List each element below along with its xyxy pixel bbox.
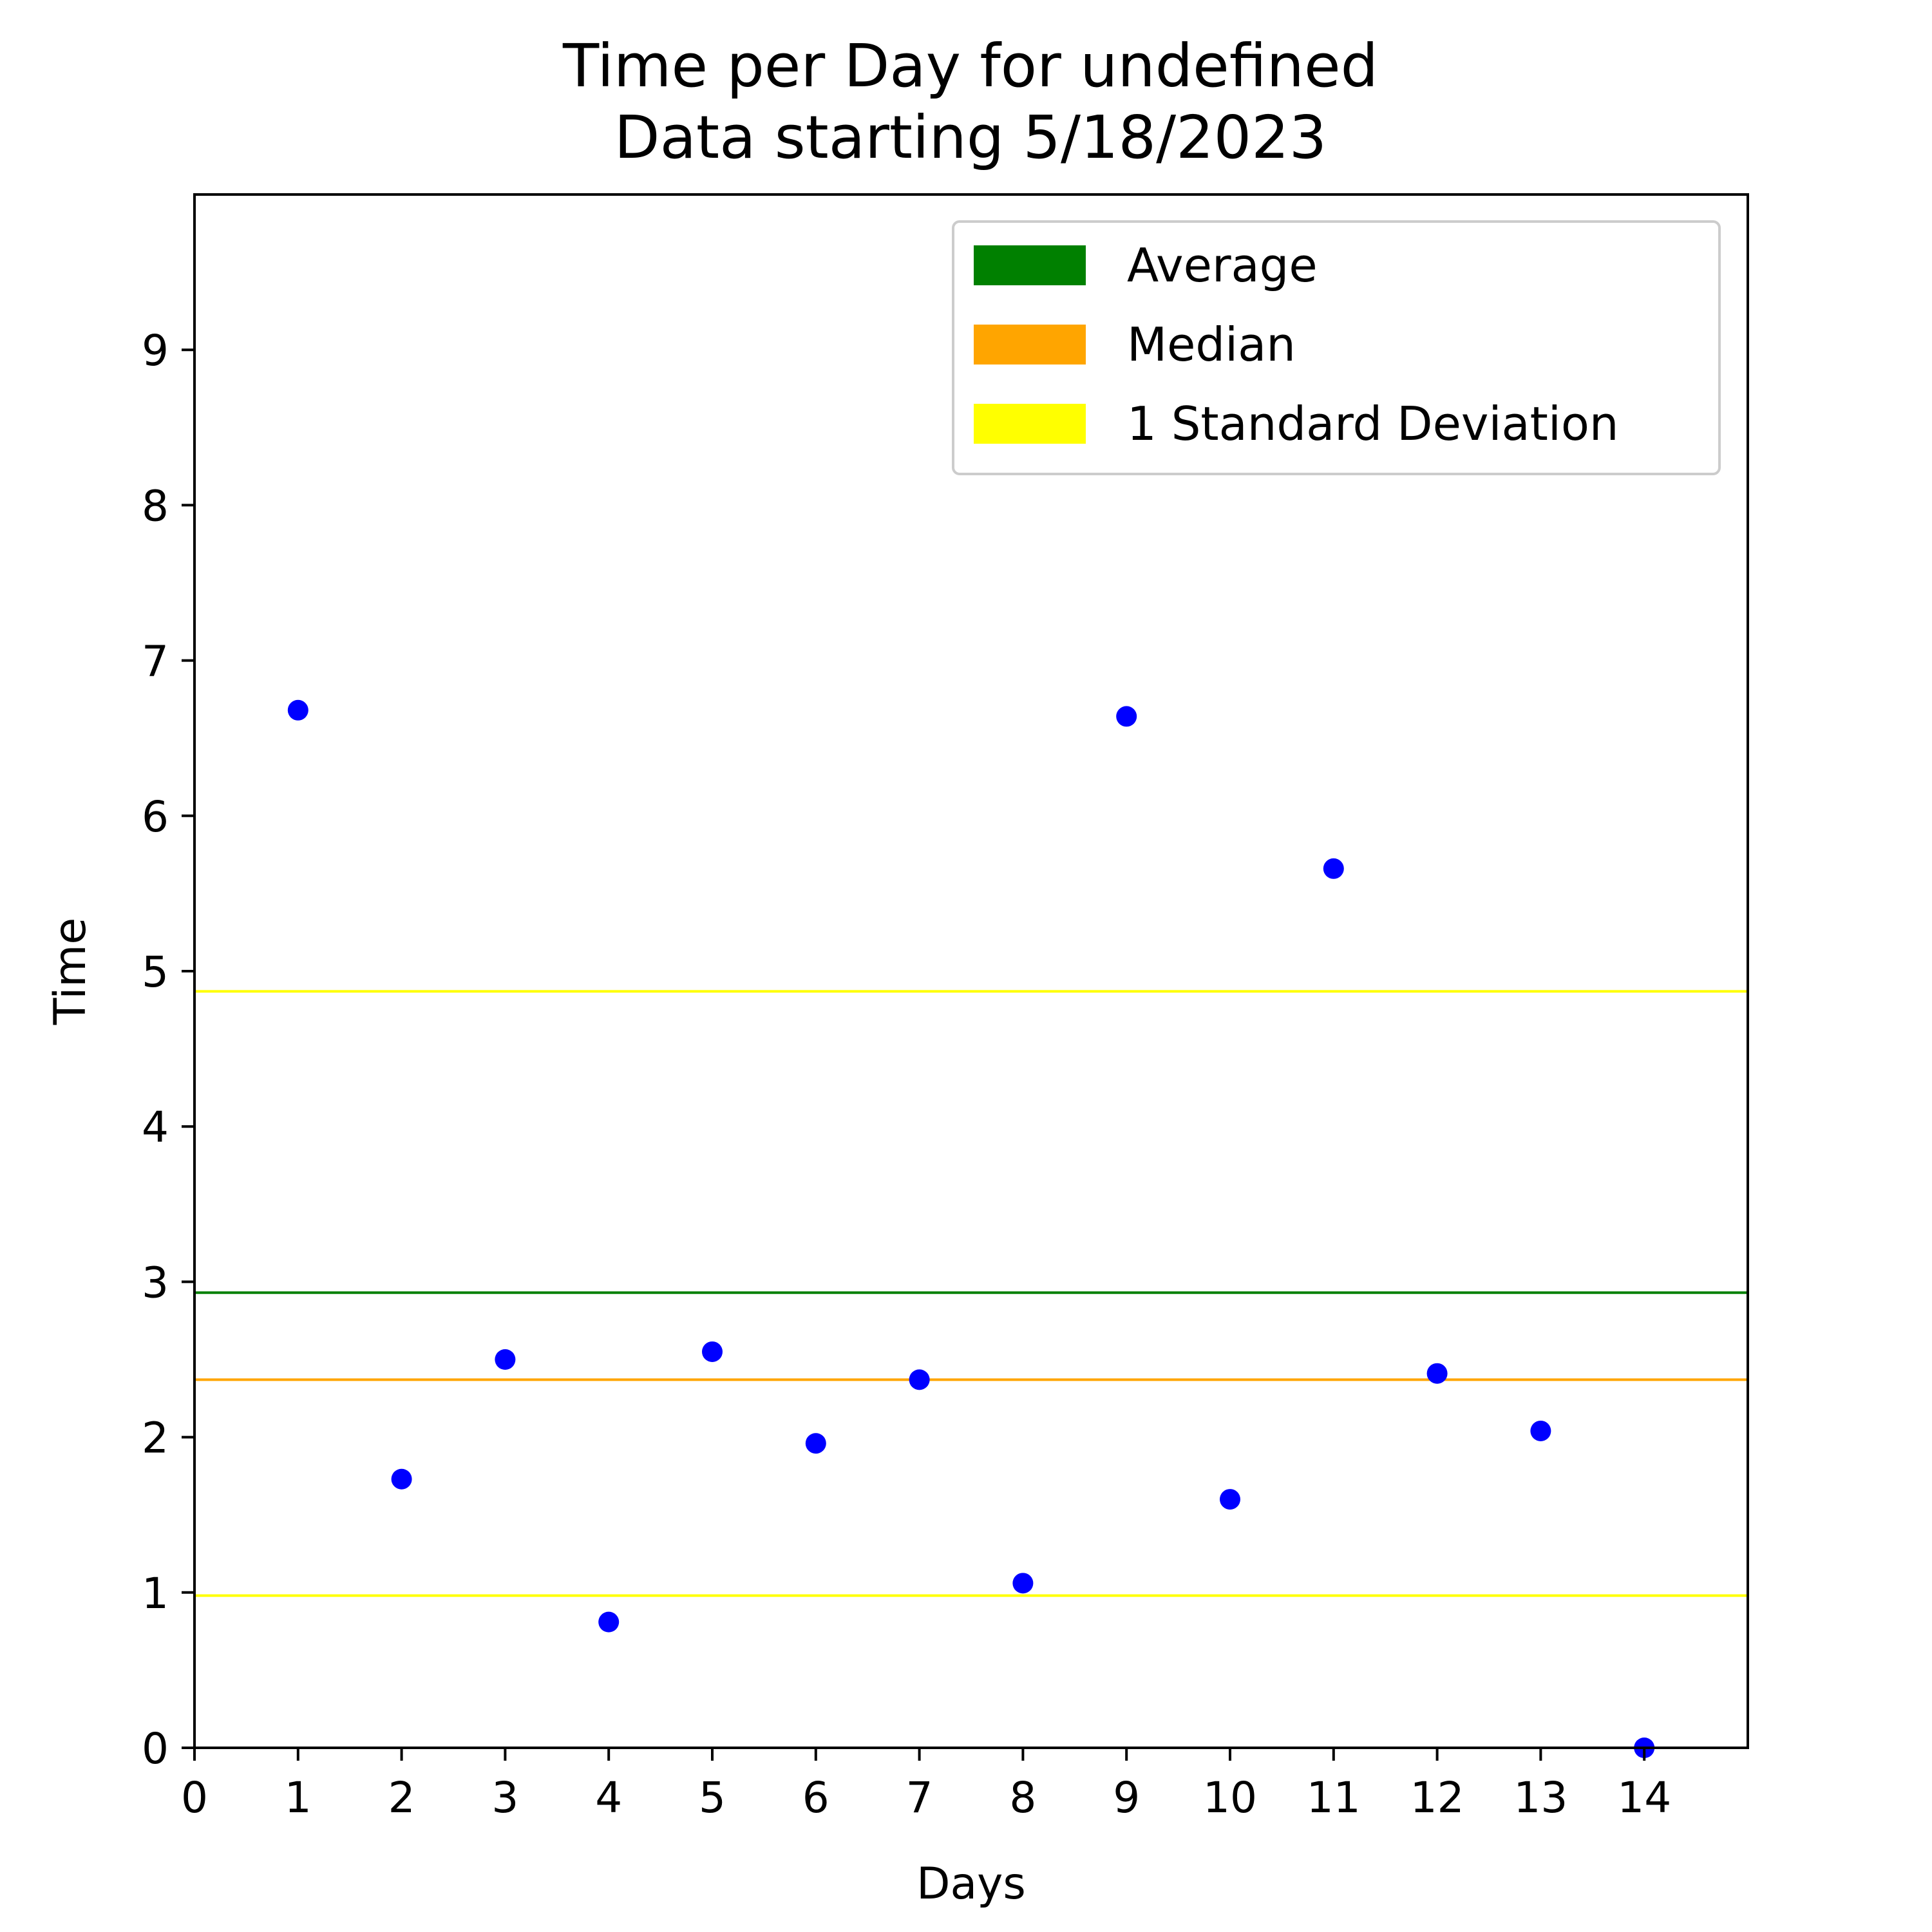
reference-lines bbox=[194, 990, 1748, 1597]
x-axis-label: Days bbox=[916, 1859, 1026, 1909]
data-points bbox=[287, 699, 1655, 1758]
data-point bbox=[1220, 1489, 1240, 1510]
legend: Average Median 1 Standard Deviation bbox=[952, 220, 1721, 475]
legend-label: 1 Standard Deviation bbox=[1127, 397, 1619, 451]
x-tick-label: 5 bbox=[699, 1773, 726, 1823]
data-point bbox=[1530, 1420, 1551, 1441]
legend-entries: Average Median 1 Standard Deviation bbox=[974, 238, 1619, 451]
data-point bbox=[598, 1611, 620, 1633]
chart-subtitle: Data starting 5/18/2023 bbox=[614, 103, 1327, 172]
y-axis: 0 1 2 3 4 5 6 7 8 9 bbox=[142, 326, 194, 1774]
x-tick-label: 3 bbox=[491, 1773, 518, 1823]
data-point bbox=[495, 1349, 516, 1370]
y-tick-label: 8 bbox=[142, 481, 169, 531]
legend-box bbox=[952, 220, 1721, 475]
x-tick-label: 6 bbox=[802, 1773, 829, 1823]
legend-label: Average bbox=[1127, 238, 1318, 292]
legend-swatch bbox=[974, 325, 1086, 365]
x-tick-label: 1 bbox=[285, 1773, 312, 1823]
x-tick-label: 8 bbox=[1009, 1773, 1036, 1823]
x-tick-label: 10 bbox=[1203, 1773, 1257, 1823]
x-tick-label: 12 bbox=[1410, 1773, 1464, 1823]
x-tick-label: 9 bbox=[1113, 1773, 1140, 1823]
data-point bbox=[391, 1468, 412, 1490]
y-tick-label: 1 bbox=[142, 1569, 169, 1618]
legend-label: Median bbox=[1127, 317, 1296, 372]
legend-swatch bbox=[974, 404, 1086, 444]
y-tick-label: 4 bbox=[142, 1103, 169, 1152]
data-point bbox=[702, 1341, 723, 1362]
data-point bbox=[1426, 1363, 1448, 1384]
data-point bbox=[287, 699, 308, 721]
y-tick-label: 5 bbox=[142, 947, 169, 997]
data-point bbox=[1012, 1573, 1034, 1594]
y-tick-label: 7 bbox=[142, 637, 169, 687]
data-point bbox=[1116, 706, 1137, 727]
y-tick-label: 0 bbox=[142, 1724, 169, 1774]
x-tick-label: 11 bbox=[1307, 1773, 1361, 1823]
y-tick-label: 9 bbox=[142, 326, 169, 375]
x-tick-label: 0 bbox=[181, 1773, 208, 1823]
x-tick-label: 7 bbox=[906, 1773, 933, 1823]
data-point bbox=[805, 1433, 826, 1454]
x-axis: 0 1 2 3 4 5 6 7 8 9 10 11 12 13 14 bbox=[181, 1748, 1671, 1823]
x-tick-label: 14 bbox=[1617, 1773, 1671, 1823]
y-axis-label: Time bbox=[45, 918, 96, 1025]
x-tick-label: 2 bbox=[388, 1773, 415, 1823]
y-tick-label: 2 bbox=[142, 1414, 169, 1463]
x-tick-label: 4 bbox=[595, 1773, 622, 1823]
x-tick-label: 13 bbox=[1513, 1773, 1567, 1823]
y-tick-label: 6 bbox=[142, 792, 169, 842]
legend-swatch bbox=[974, 245, 1086, 285]
chart-title: Time per Day for undefined bbox=[562, 32, 1378, 100]
y-tick-label: 3 bbox=[142, 1258, 169, 1307]
data-point bbox=[1323, 858, 1344, 879]
data-point bbox=[909, 1369, 930, 1390]
